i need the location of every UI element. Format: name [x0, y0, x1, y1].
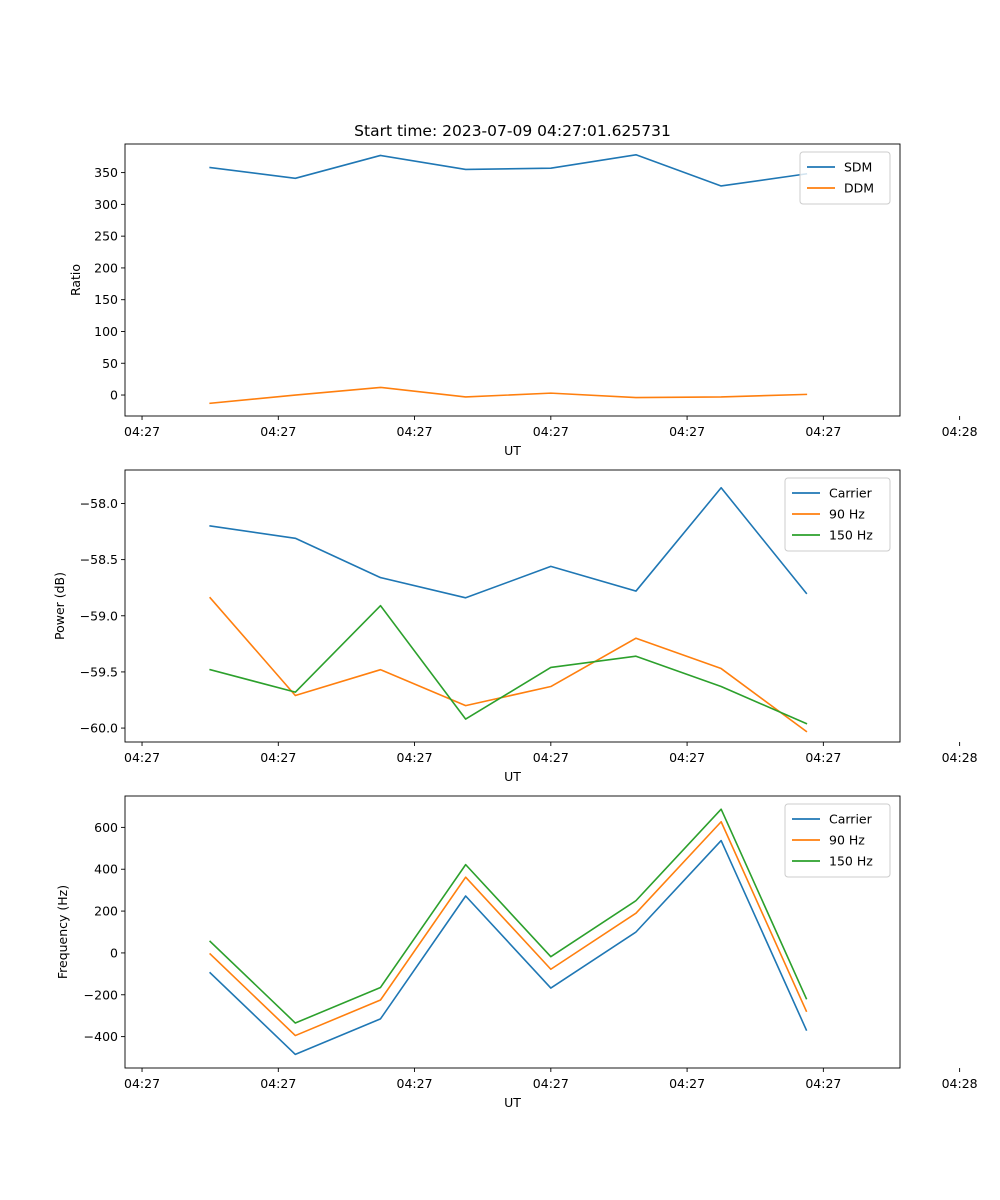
x-tick-label: 04:27: [397, 1076, 433, 1091]
y-tick-label: 300: [94, 197, 118, 212]
y-tick-label: −58.0: [80, 496, 118, 511]
x-tick-label: 04:27: [260, 424, 296, 439]
x-tick-label: 04:27: [669, 1076, 705, 1091]
chart-panel-1: 04:27 04:27 04:27 04:27 04:27 04:27 04:28 0 50 10…: [68, 143, 978, 458]
y-tick-label: 0: [110, 388, 118, 403]
legend-label: Carrier: [829, 812, 873, 827]
x-tick-label: 04:27: [533, 750, 569, 765]
y-axis-label: Frequency (Hz): [55, 885, 70, 979]
legend-label: DDM: [844, 181, 874, 196]
y-tick-label: 600: [94, 820, 118, 835]
legend-box: [784, 803, 891, 878]
y-tick-label: 50: [102, 356, 118, 371]
y-tick-label: 400: [94, 862, 118, 877]
y-tick-label: 0: [110, 945, 118, 960]
legend-label: 150 Hz: [829, 854, 873, 869]
y-tick-label: 100: [94, 324, 118, 339]
x-tick-label: 04:27: [397, 424, 433, 439]
x-tick-label: 04:27: [669, 750, 705, 765]
y-tick-label: −58.5: [80, 552, 118, 567]
series-line-90-hz: [209, 596, 808, 733]
y-tick-label: −200: [84, 987, 118, 1002]
x-axis-label: UT: [504, 443, 521, 458]
y-tick-label: 200: [94, 904, 118, 919]
plot-frame: [124, 795, 901, 1069]
x-tick-label: 04:27: [124, 1076, 160, 1091]
y-tick-label: −400: [84, 1029, 118, 1044]
x-tick-label: 04:27: [805, 1076, 841, 1091]
y-tick-label: −60.0: [80, 721, 118, 736]
legend-box: [784, 477, 891, 552]
series-line-sdm: [209, 154, 808, 187]
legend: SDM DDM: [799, 151, 891, 205]
series-line-carrier: [209, 486, 808, 599]
series-line-150-hz: [209, 604, 808, 725]
legend-label: Carrier: [829, 486, 873, 501]
legend-label: 150 Hz: [829, 528, 873, 543]
chart-panel-2: 04:27 04:27 04:27 04:27 04:27 04:27 04:28 −58.0…: [52, 469, 978, 784]
y-tick-label: 350: [94, 165, 118, 180]
x-tick-label: 04:27: [533, 424, 569, 439]
x-tick-label: 04:27: [805, 750, 841, 765]
x-tick-label: 04:27: [124, 424, 160, 439]
y-tick-label: −59.0: [80, 608, 118, 623]
x-tick-label: 04:28: [942, 750, 978, 765]
series-line-carrier: [209, 839, 808, 1056]
legend: Carrier 90 Hz 150 Hz: [784, 803, 891, 878]
x-tick-label: 04:27: [805, 424, 841, 439]
x-tick-label: 04:27: [260, 750, 296, 765]
x-tick-label: 04:27: [260, 1076, 296, 1091]
x-tick-label: 04:28: [942, 424, 978, 439]
x-tick-label: 04:27: [124, 750, 160, 765]
x-axis-label: UT: [504, 769, 521, 784]
y-tick-label: −59.5: [80, 664, 118, 679]
legend-label: 90 Hz: [829, 507, 865, 522]
y-axis-label: Power (dB): [52, 572, 67, 640]
series-line-ddm: [209, 386, 808, 405]
series-line-90-hz: [209, 820, 808, 1037]
x-axis-label: UT: [504, 1095, 521, 1110]
plot-frame: [124, 143, 901, 417]
x-tick-label: 04:27: [669, 424, 705, 439]
x-tick-label: 04:28: [942, 1076, 978, 1091]
y-tick-label: 250: [94, 229, 118, 244]
legend-label: SDM: [844, 160, 872, 175]
plot-frame: [124, 469, 901, 743]
y-tick-label: 150: [94, 292, 118, 307]
legend-box: [799, 151, 891, 205]
legend: Carrier 90 Hz 150 Hz: [784, 477, 891, 552]
y-axis-label: Ratio: [68, 264, 83, 296]
chart-panel-3: 04:27 04:27 04:27 04:27 04:27 04:27 04:28 −400 −…: [55, 795, 978, 1110]
x-tick-label: 04:27: [397, 750, 433, 765]
figure-title: Start time: 2023-07-09 04:27:01.625731: [354, 122, 671, 140]
legend-label: 90 Hz: [829, 833, 865, 848]
x-tick-label: 04:27: [533, 1076, 569, 1091]
y-tick-label: 200: [94, 260, 118, 275]
series-line-150-hz: [209, 808, 808, 1024]
